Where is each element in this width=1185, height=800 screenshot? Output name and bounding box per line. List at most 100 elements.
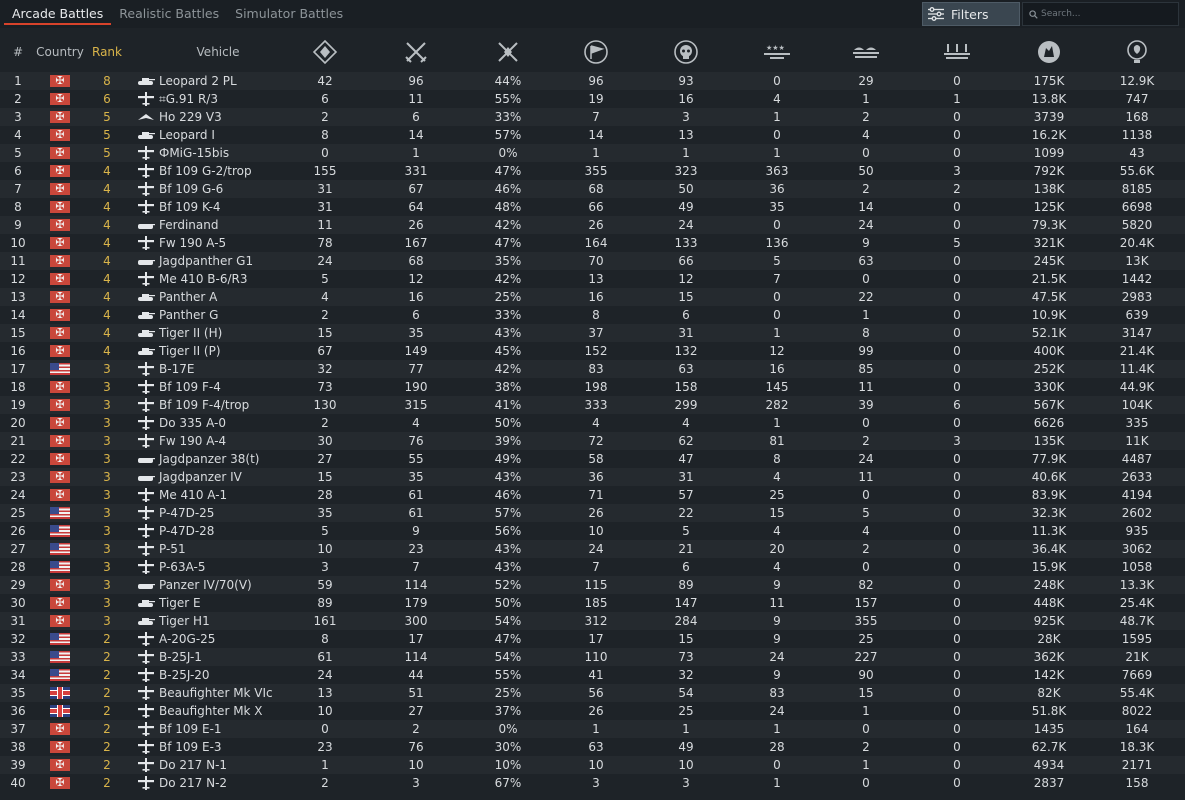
tab-simulator-battles[interactable]: Simulator Battles [235,6,344,21]
table-row[interactable]: 17 3 B-17E 32 77 42% 83 63 16 85 0 252K 11.4K [0,360,1185,378]
tab-realistic-battles[interactable]: Realistic Battles [119,6,220,21]
table-row[interactable]: 9 4 Ferdinand 11 26 42% 26 24 0 24 0 79.3K 5820 [0,216,1185,234]
table-row[interactable]: 4 5 Leopard I 8 14 57% 14 13 0 4 0 16.2K 1138 [0,126,1185,144]
vehicle-name[interactable]: Tiger II (H) [159,326,223,340]
vehicle-name[interactable]: Me 410 A-1 [159,488,228,502]
table-row[interactable]: 37 2 Bf 109 E-1 0 2 0% 1 1 1 0 0 1435 164 [0,720,1185,738]
vehicle-name[interactable]: P-63A-5 [159,560,206,574]
header-country[interactable]: Country [36,45,84,59]
vehicle-name[interactable]: ⌗G.91 R/3 [159,92,218,106]
vehicle-name[interactable]: Tiger E [159,596,201,610]
header-number[interactable]: # [12,45,24,59]
vehicle-name[interactable]: P-47D-25 [159,506,215,520]
table-row[interactable]: 16 4 Tiger II (P) 67 149 45% 152 132 12 99 0 400K 21… [0,342,1185,360]
vehicle-name[interactable]: B-25J-20 [159,668,210,682]
air-kills-icon[interactable]: ★★★ [762,35,792,69]
vehicle-name[interactable]: Jagdpanther G1 [159,254,254,268]
filters-button[interactable]: Filters [922,2,1020,26]
vehicle-name[interactable]: P-51 [159,542,186,556]
vehicle-name[interactable]: Do 217 N-1 [159,758,228,772]
table-row[interactable]: 33 2 B-25J-1 61 114 54% 110 73 24 227 0 362K 21K [0,648,1185,666]
tab-arcade-battles[interactable]: Arcade Battles [4,0,112,28]
table-row[interactable]: 35 2 Beaufighter Mk VIc 13 51 25% 56 54 83 15 0 82K… [0,684,1185,702]
vehicle-name[interactable]: Ho 229 V3 [159,110,222,124]
vehicle-name[interactable]: Fw 190 A-4 [159,434,227,448]
vehicle-name[interactable]: Bf 109 G-2/trop [159,164,252,178]
vehicle-name[interactable]: Leopard 2 PL [159,74,237,88]
vehicle-name[interactable]: Bf 109 K-4 [159,200,221,214]
table-row[interactable]: 24 3 Me 410 A-1 28 61 46% 71 57 25 0 0 83.9K 4194 [0,486,1185,504]
respawns-icon[interactable] [581,35,611,69]
table-row[interactable]: 8 4 Bf 109 K-4 31 64 48% 66 49 35 14 0 125K 6698 [0,198,1185,216]
vehicle-name[interactable]: B-25J-1 [159,650,202,664]
vehicle-name[interactable]: Tiger H1 [159,614,210,628]
table-row[interactable]: 31 3 Tiger H1 161 300 54% 312 284 9 355 0 925K 48.7K [0,612,1185,630]
vehicle-name[interactable]: Do 217 N-2 [159,776,228,790]
vehicle-name[interactable]: Bf 109 F-4/trop [159,398,250,412]
vehicle-name[interactable]: P-47D-28 [159,524,215,538]
vehicle-name[interactable]: Jagdpanzer 38(t) [159,452,260,466]
table-row[interactable]: 36 2 Beaufighter Mk X 10 27 37% 26 25 24 1 0 51.8K 8… [0,702,1185,720]
table-row[interactable]: 38 2 Bf 109 E-3 23 76 30% 63 49 28 2 0 62.7K 18.3K [0,738,1185,756]
vehicle-name[interactable]: Ferdinand [159,218,219,232]
vehicle-name[interactable]: Panther A [159,290,218,304]
victories-icon[interactable] [401,35,431,69]
vehicle-name[interactable]: A-20G-25 [159,632,216,646]
table-row[interactable]: 22 3 Jagdpanzer 38(t) 27 55 49% 58 47 8 24 0 77.9K 4… [0,450,1185,468]
table-row[interactable]: 12 4 Me 410 B-6/R3 5 12 42% 13 12 7 0 0 21.5K 1442 [0,270,1185,288]
naval-kills-icon[interactable] [942,35,972,69]
table-row[interactable]: 13 4 Panther A 4 16 25% 16 15 0 22 0 47.5K 2983 [0,288,1185,306]
table-row[interactable]: 11 4 Jagdpanther G1 24 68 35% 70 66 5 63 0 245K 13K [0,252,1185,270]
header-vehicle[interactable]: Vehicle [196,45,240,59]
vehicle-name[interactable]: Fw 190 A-5 [159,236,227,250]
vehicle-name[interactable]: Tiger II (P) [159,344,221,358]
table-row[interactable]: 25 3 P-47D-25 35 61 57% 26 22 15 5 0 32.3K 2602 [0,504,1185,522]
vehicle-name[interactable]: Beaufighter Mk VIc [159,686,273,700]
vehicle-name[interactable]: ФMiG-15bis [159,146,230,160]
table-row[interactable]: 29 3 Panzer IV/70(V) 59 114 52% 115 89 9 82 0 248K 1… [0,576,1185,594]
table-row[interactable]: 32 2 A-20G-25 8 17 47% 17 15 9 25 0 28K 1595 [0,630,1185,648]
header-rank[interactable]: Rank [92,45,122,59]
table-row[interactable]: 19 3 Bf 109 F-4/trop 130 315 41% 333 299 282 39 6 5… [0,396,1185,414]
vehicle-name[interactable]: Do 335 A-0 [159,416,227,430]
table-row[interactable]: 10 4 Fw 190 A-5 78 167 47% 164 133 136 9 5 321K 20.4… [0,234,1185,252]
table-row[interactable]: 26 3 P-47D-28 5 9 56% 10 5 4 4 0 11.3K 935 [0,522,1185,540]
table-row[interactable]: 23 3 Jagdpanzer IV 15 35 43% 36 31 4 11 0 40.6K 2633 [0,468,1185,486]
research-points-icon[interactable] [1034,35,1064,69]
table-row[interactable]: 27 3 P-51 10 23 43% 24 21 20 2 0 36.4K 3062 [0,540,1185,558]
vehicle-name[interactable]: Panzer IV/70(V) [159,578,252,592]
table-row[interactable]: 14 4 Panther G 2 6 33% 8 6 0 1 0 10.9K 639 [0,306,1185,324]
table-row[interactable]: 28 3 P-63A-5 3 7 43% 7 6 4 0 0 15.9K 1058 [0,558,1185,576]
table-row[interactable]: 21 3 Fw 190 A-4 30 76 39% 72 62 81 2 3 135K 11K [0,432,1185,450]
vehicle-name[interactable]: Leopard I [159,128,215,142]
table-row[interactable]: 15 4 Tiger II (H) 15 35 43% 37 31 1 8 0 52.1K 3147 [0,324,1185,342]
deaths-icon[interactable] [671,35,701,69]
table-row[interactable]: 30 3 Tiger E 89 179 50% 185 147 11 157 0 448K 25.4K [0,594,1185,612]
table-row[interactable]: 18 3 Bf 109 F-4 73 190 38% 198 158 145 11 0 330K 44.… [0,378,1185,396]
table-row[interactable]: 34 2 B-25J-20 24 44 55% 41 32 9 90 0 142K 7669 [0,666,1185,684]
vehicle-name[interactable]: B-17E [159,362,195,376]
table-row[interactable]: 1 8 Leopard 2 PL 42 96 44% 96 93 0 29 0 175K 12.9K [0,72,1185,90]
vehicle-name[interactable]: Bf 109 E-1 [159,722,222,736]
ground-kills-icon[interactable] [851,35,881,69]
vehicle-name[interactable]: Bf 109 E-3 [159,740,222,754]
vehicle-name[interactable]: Jagdpanzer IV [159,470,242,484]
silver-lions-icon[interactable] [1122,35,1152,69]
table-row[interactable]: 3 5 Ho 229 V3 2 6 33% 7 3 1 2 0 3739 168 [0,108,1185,126]
table-row[interactable]: 20 3 Do 335 A-0 2 4 50% 4 4 1 0 0 6626 335 [0,414,1185,432]
search-box[interactable] [1022,2,1179,26]
vehicle-name[interactable]: Panther G [159,308,219,322]
battles-icon[interactable] [310,35,340,69]
win-rate-icon[interactable] [493,35,523,69]
vehicle-name[interactable]: Bf 109 G-6 [159,182,224,196]
vehicle-name[interactable]: Beaufighter Mk X [159,704,263,718]
table-row[interactable]: 5 5 ФMiG-15bis 0 1 0% 1 1 1 0 0 1099 43 [0,144,1185,162]
vehicle-name[interactable]: Me 410 B-6/R3 [159,272,248,286]
table-row[interactable]: 6 4 Bf 109 G-2/trop 155 331 47% 355 323 363 50 3 79… [0,162,1185,180]
vehicle-name[interactable]: Bf 109 F-4 [159,380,221,394]
search-input[interactable] [1041,9,1171,19]
table-row[interactable]: 40 2 Do 217 N-2 2 3 67% 3 3 1 0 0 2837 158 [0,774,1185,792]
